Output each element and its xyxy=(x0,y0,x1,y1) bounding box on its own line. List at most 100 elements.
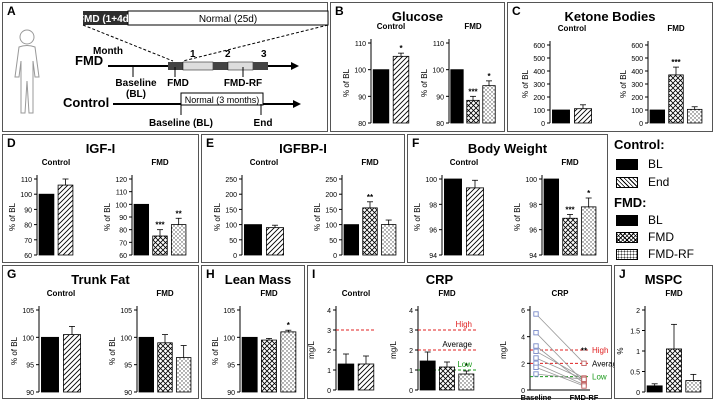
timeline-bar-normal xyxy=(127,10,329,26)
subplot-label: FMD xyxy=(438,289,456,298)
y-tick-label: 94 xyxy=(529,253,537,260)
igf1-chart: Control % of BL 60 70 80 90 100 110 FMD % of BL 60… xyxy=(8,158,187,260)
y-tick-label: 110 xyxy=(433,41,444,48)
y-tick-label: 90 xyxy=(26,390,34,397)
y-tick-label: 300 xyxy=(631,82,643,89)
y-tick-label: 80 xyxy=(358,121,366,128)
panel-title: IGF-I xyxy=(85,141,116,156)
subplot-label: FMD xyxy=(156,289,174,298)
panel-title: CRP xyxy=(425,272,454,287)
y-tick-label: 50 xyxy=(229,238,237,245)
subplot-label: FMD xyxy=(667,24,685,33)
subplot-label: Control xyxy=(450,158,478,167)
bar xyxy=(38,193,55,256)
data-point xyxy=(581,383,587,389)
bar xyxy=(668,74,684,124)
y-tick-label: 100 xyxy=(223,335,235,342)
y-tick-label: 80 xyxy=(24,223,32,230)
y-axis-label: % of BL xyxy=(103,202,112,231)
panel-d-igf1: D IGF-I Control % of BL 60 70 80 90 100 110 FMD%… xyxy=(2,134,199,263)
y-tick-label: 0 xyxy=(541,121,545,128)
panel-title: Body Weight xyxy=(467,141,548,156)
panel-c-ketone: C Ketone Bodies Control % of BL 0 100 200 300… xyxy=(507,2,713,132)
panel-f-body-weight: F Body Weight Control % of BL 94 96 98 100 FMD… xyxy=(407,134,608,263)
panel-i-crp: I CRP Control mg/L 0 1 2 3 4 FMD mg/L 0 1 2 3 4 * High A… xyxy=(307,265,622,401)
y-tick-label: 0 xyxy=(409,388,413,395)
y-tick-label: 200 xyxy=(225,192,237,199)
y-tick-label: 60 xyxy=(119,253,127,260)
y-tick-label: 6 xyxy=(521,308,525,315)
significance-label: * xyxy=(287,321,291,330)
bar xyxy=(666,348,682,393)
data-point xyxy=(533,371,539,377)
panel-b-glucose: B Glucose Control % of BL 80 90 100 110 * FMD % … xyxy=(330,2,505,132)
y-tick-label: 100 xyxy=(115,202,127,209)
bar xyxy=(280,331,297,393)
y-tick-label: 50 xyxy=(329,238,337,245)
y-tick-label: 105 xyxy=(223,308,235,315)
control-end-label: End xyxy=(254,118,273,129)
y-tick-label: 100 xyxy=(120,335,132,342)
significance-label: *** xyxy=(468,87,478,96)
subplot-label: FMD xyxy=(361,158,379,167)
y-tick-label: 2 xyxy=(327,348,331,355)
y-tick-label: 70 xyxy=(119,240,127,247)
y-tick-label: 100 xyxy=(325,223,337,230)
y-tick-label: 1 xyxy=(636,349,640,356)
panel-e-igfbp1: E IGFBP-I Control % of BL 0 50 100 150 200 250 F… xyxy=(201,134,405,263)
bar xyxy=(63,334,81,393)
y-tick-label: 98 xyxy=(429,202,437,209)
legend-swatch-solid xyxy=(616,158,638,170)
reference-line-label: Low xyxy=(592,373,607,382)
month-label: Month xyxy=(93,46,123,57)
y-tick-label: 0 xyxy=(639,121,643,128)
y-tick-label: 96 xyxy=(429,228,437,235)
legend-item-fmdrf: FMD-RF xyxy=(616,247,694,261)
panel-title: MSPC xyxy=(644,272,683,287)
significance-label: * xyxy=(465,362,469,371)
bar xyxy=(261,339,277,393)
data-point xyxy=(533,348,539,354)
significance-label: * xyxy=(487,72,491,81)
data-point xyxy=(581,376,587,382)
data-point xyxy=(581,360,587,366)
legend-swatch-dotted xyxy=(616,248,638,260)
significance-label: ** xyxy=(367,193,374,202)
y-axis-label: % of BL xyxy=(213,202,222,231)
subplot-label: FMD xyxy=(260,289,278,298)
lean-mass-chart: FMD % of BL 90 95 100 105 * xyxy=(211,289,297,397)
panel-letter: B xyxy=(335,4,344,18)
y-axis-label: % of BL xyxy=(313,202,322,231)
panel-letter: I xyxy=(312,267,316,281)
panel-letter: J xyxy=(619,267,626,281)
legend-item-bl: BL xyxy=(616,157,663,171)
series-line xyxy=(535,357,585,380)
series-line xyxy=(535,373,585,380)
series-line xyxy=(535,362,585,386)
x-tick-label: FMD-RF xyxy=(570,393,599,401)
bar xyxy=(343,224,360,256)
subplot-label: Control xyxy=(342,289,370,298)
bar xyxy=(392,55,410,124)
subplot-label: Control xyxy=(42,158,70,167)
subplot-label: FMD xyxy=(464,22,482,31)
y-tick-label: 150 xyxy=(225,207,237,214)
bar xyxy=(372,69,390,124)
y-tick-label: 0.5 xyxy=(630,370,640,377)
y-tick-label: 100 xyxy=(432,68,444,75)
y-tick-label: 1.5 xyxy=(630,329,640,336)
cycle-3: 3 xyxy=(261,49,267,60)
bar xyxy=(138,336,155,393)
control-baseline-label: Baseline (BL) xyxy=(149,118,213,129)
bar xyxy=(574,108,592,124)
timeline-fmd-text: FMD (1+4d) xyxy=(78,14,132,25)
bar xyxy=(266,227,284,256)
y-tick-label: 200 xyxy=(325,192,337,199)
bar xyxy=(362,207,378,256)
panel-letter-a: A xyxy=(7,4,16,18)
legend-control-header: Control: xyxy=(614,137,665,152)
series-line xyxy=(535,313,585,364)
y-tick-label: 2 xyxy=(521,361,525,368)
y-axis-label: mg/L xyxy=(389,341,398,359)
fmd-point-label: FMD xyxy=(167,78,189,89)
